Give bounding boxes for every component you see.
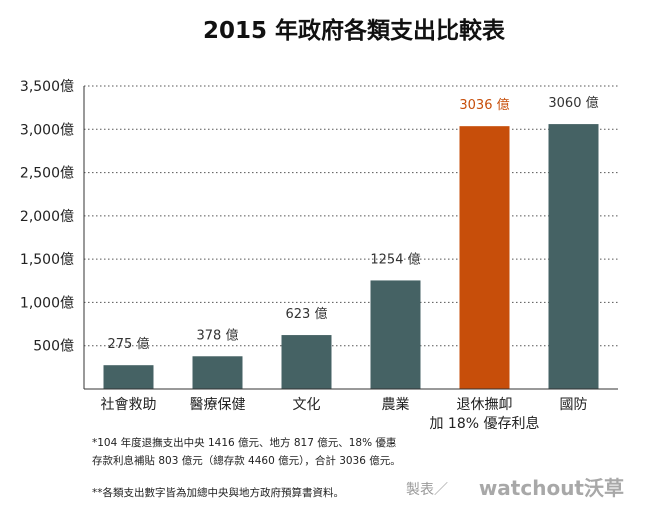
y-tick-label: 500億: [33, 339, 74, 355]
y-tick-label: 1,000億: [20, 295, 74, 311]
bar: [281, 335, 332, 389]
credit-prefix: 製表／: [406, 482, 448, 498]
chart-title: 2015 年政府各類支出比較表: [203, 17, 506, 44]
data-label: 275 億: [108, 336, 150, 352]
footnotes: *104 年度退撫支出中央 1416 億元、地方 817 億元、18% 優惠 存…: [92, 436, 401, 499]
data-label: 3060 億: [548, 95, 598, 111]
data-label: 3036 億: [459, 97, 509, 113]
credit-brand-logo: watchout沃草: [479, 476, 624, 500]
y-tick-label: 3,000億: [20, 122, 74, 138]
x-category-label: 國防: [560, 397, 588, 413]
data-labels: 275 億 378 億 623 億 1254 億 3036 億 3060 億: [108, 95, 599, 352]
data-label: 1254 億: [370, 251, 420, 267]
x-category-label: 加 18% 優存利息: [429, 415, 539, 432]
bars: [103, 124, 599, 390]
bar: [459, 126, 510, 390]
x-category-label: 農業: [382, 397, 410, 413]
x-category-label: 醫療保健: [190, 396, 246, 413]
bar: [192, 356, 243, 389]
y-tick-label: 2,000億: [20, 209, 74, 225]
x-category-label: 社會救助: [101, 397, 157, 413]
y-tick-label: 2,500億: [20, 166, 74, 182]
x-category-label: 文化: [293, 397, 321, 413]
y-tick-label: 1,500億: [20, 252, 74, 268]
credit: 製表／ watchout沃草: [406, 476, 624, 500]
footnote-line-1: *104 年度退撫支出中央 1416 億元、地方 817 億元、18% 優惠: [92, 436, 396, 449]
y-axis-ticks: 500億 1,000億 1,500億 2,000億 2,500億 3,000億 3,500億: [20, 79, 74, 355]
footnote-line-2: 存款利息補貼 803 億元（總存款 4460 億元），合計 3036 億元。: [92, 454, 401, 467]
bar: [103, 365, 154, 389]
footnote-line-3: **各類支出數字皆為加總中央與地方政府預算書資料。: [92, 486, 344, 499]
x-category-label: 退休撫卹: [457, 397, 513, 413]
bar: [370, 280, 421, 389]
gridlines: [84, 85, 618, 347]
data-label: 623 億: [286, 306, 328, 322]
data-label: 378 億: [197, 327, 239, 343]
bar: [548, 124, 599, 389]
y-tick-label: 3,500億: [20, 79, 74, 95]
